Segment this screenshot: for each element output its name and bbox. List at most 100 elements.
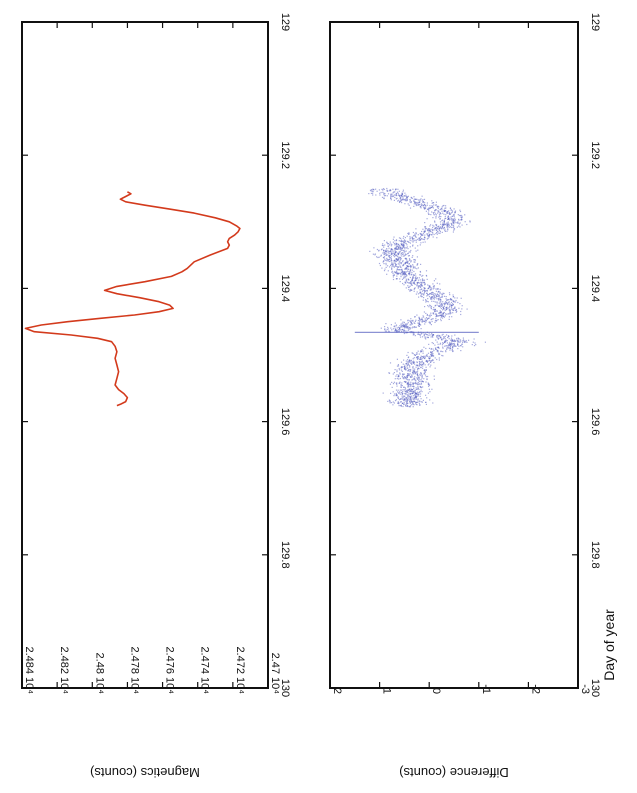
scatter-point [412, 241, 414, 243]
scatter-point [398, 399, 400, 401]
scatter-point [454, 344, 456, 347]
scatter-point [414, 198, 416, 200]
scatter-point [406, 401, 408, 403]
scatter-point [414, 373, 417, 375]
scatter-point [398, 246, 400, 249]
scatter-point [434, 294, 436, 296]
scatter-point [442, 307, 444, 309]
scatter-point [395, 246, 398, 249]
scatter-point [410, 260, 412, 262]
scatter-point [408, 273, 410, 275]
scatter-point [438, 216, 440, 218]
scatter-point [427, 375, 429, 378]
scatter-point [408, 369, 410, 371]
scatter-point [402, 402, 404, 404]
scatter-point [393, 381, 395, 383]
scatter-point [425, 290, 427, 292]
scatter-point [431, 202, 433, 204]
scatter-point [430, 214, 432, 216]
scatter-point [406, 392, 408, 394]
scatter-point [414, 201, 416, 203]
scatter-point [401, 199, 403, 201]
scatter-point [431, 318, 433, 320]
scatter-point [375, 188, 377, 190]
scatter-point [415, 277, 417, 279]
scatter-point [402, 237, 404, 239]
scatter-point [452, 294, 454, 296]
scatter-point [413, 371, 415, 373]
scatter-point [410, 288, 412, 291]
scatter-point [403, 359, 405, 361]
scatter-point [432, 348, 434, 350]
scatter-point [383, 197, 385, 199]
scatter-point [425, 299, 427, 302]
scatter-point [399, 377, 401, 380]
scatter-point [402, 273, 404, 275]
scatter-point [392, 188, 394, 190]
scatter-point [407, 285, 409, 287]
scatter-point [447, 221, 449, 223]
scatter-point [444, 309, 446, 312]
scatter-point [429, 229, 431, 231]
scatter-point [460, 310, 462, 313]
scatter-point [371, 189, 373, 191]
scatter-point [400, 252, 403, 254]
scatter-point [424, 364, 426, 366]
scatter-point [399, 373, 401, 375]
scatter-point [457, 343, 459, 345]
scatter-point [441, 304, 443, 307]
scatter-point [415, 232, 417, 234]
scatter-point [397, 245, 399, 247]
scatter-point [387, 245, 389, 247]
scatter-point [445, 302, 447, 304]
scatter-point [458, 225, 460, 227]
scatter-point [395, 394, 397, 396]
scatter-point [444, 223, 446, 225]
scatter-point [397, 200, 399, 202]
scatter-point [383, 263, 385, 265]
scatter-point [453, 223, 455, 225]
scatter-point [395, 375, 397, 377]
scatter-point [432, 288, 434, 290]
scatter-point [405, 402, 407, 404]
scatter-point [415, 198, 417, 200]
scatter-point [414, 266, 416, 268]
scatter-point [421, 380, 423, 382]
scatter-point [407, 383, 409, 385]
scatter-point [423, 357, 425, 359]
scatter-point [440, 350, 442, 353]
scatter-point [392, 252, 394, 254]
scatter-point [433, 280, 435, 282]
scatter-point [412, 383, 414, 385]
scatter-point [406, 262, 409, 264]
scatter-point [410, 381, 412, 383]
scatter-point [411, 279, 413, 281]
scatter-point [441, 296, 443, 298]
scatter-point [385, 254, 387, 256]
scatter-point [416, 285, 418, 287]
scatter-point [395, 392, 397, 395]
scatter-point [415, 241, 417, 243]
scatter-point [457, 348, 459, 350]
scatter-point [384, 328, 386, 330]
scatter-point [397, 396, 399, 398]
scatter-point [435, 278, 437, 280]
scatter-point [386, 257, 388, 259]
scatter-point [441, 317, 444, 319]
scatter-point [386, 189, 388, 191]
scatter-point [427, 336, 429, 339]
scatter-point [452, 350, 454, 352]
scatter-point [409, 207, 412, 209]
scatter-point [430, 293, 432, 295]
scatter-point [435, 216, 437, 218]
scatter-point [395, 329, 397, 331]
scatter-point [446, 224, 448, 226]
scatter-point [412, 326, 414, 328]
scatter-point [419, 334, 421, 336]
scatter-point [403, 250, 405, 252]
scatter-point [417, 249, 419, 251]
scatter-point [403, 241, 405, 243]
scatter-point [444, 303, 446, 305]
scatter-point [400, 319, 402, 321]
scatter-point [404, 364, 406, 366]
